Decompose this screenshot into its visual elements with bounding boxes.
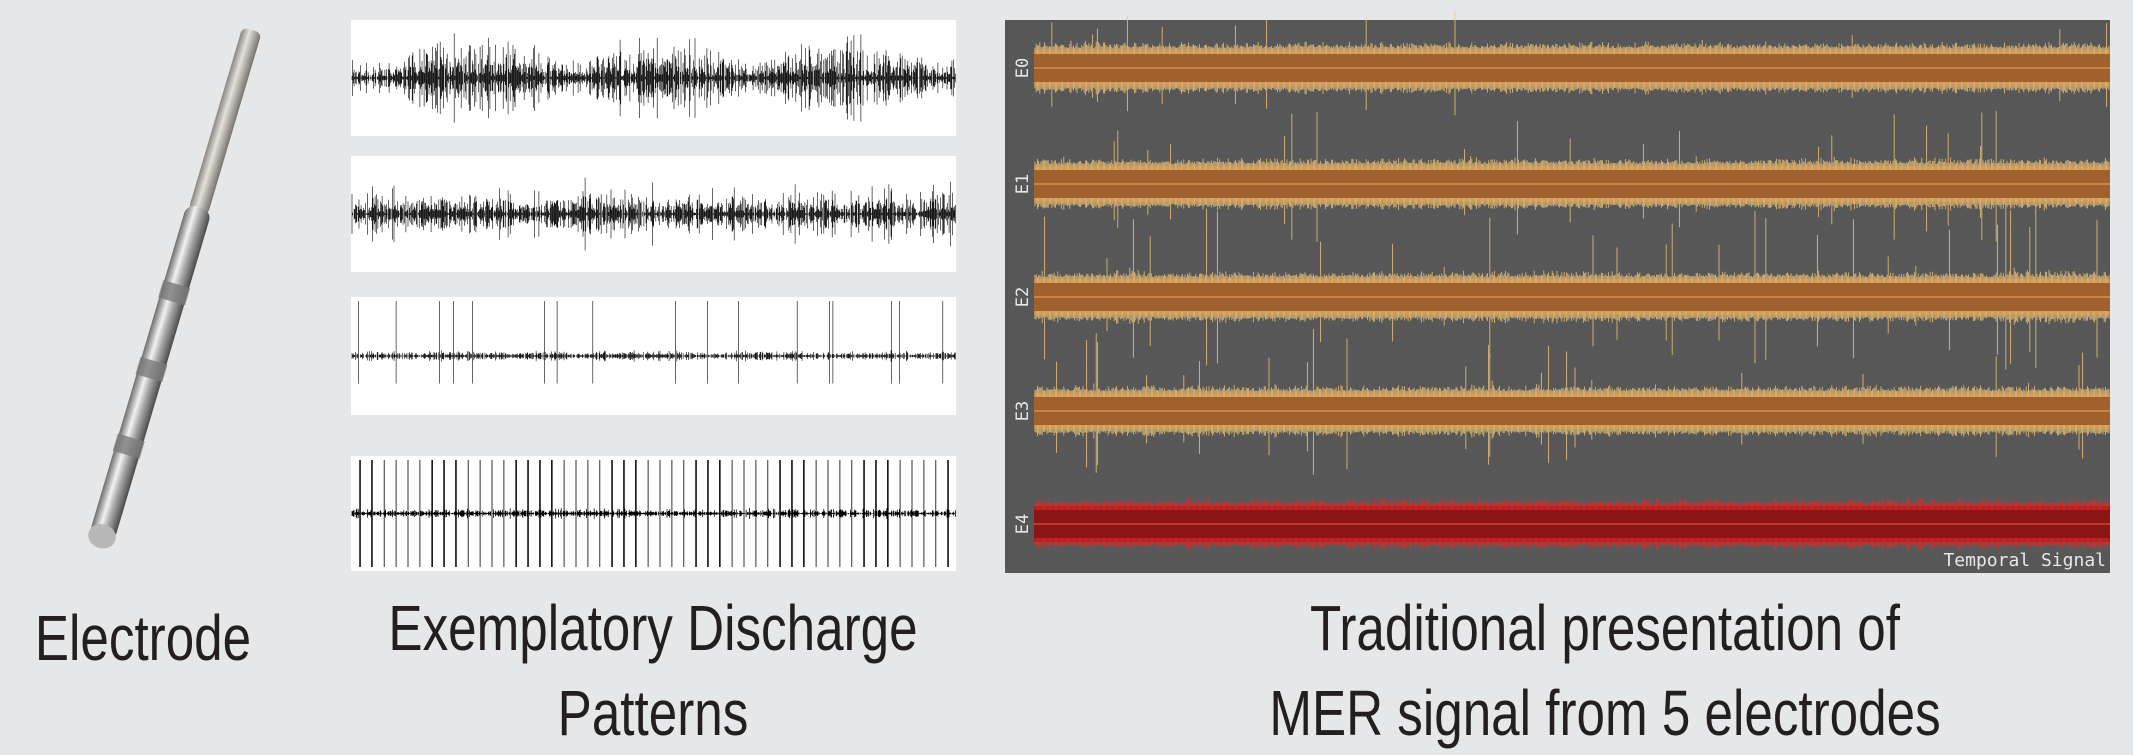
caption-line: MER signal from 5 electrodes [1269,679,1940,750]
channel-label: E4 [1013,514,1033,534]
channel-label: E3 [1013,401,1033,421]
channel-label: E0 [1013,58,1033,78]
axis-label: Temporal Signal [1943,550,2106,571]
caption-line: Exemplatory Discharge [388,594,917,665]
electrode-image [85,26,265,552]
caption-line: Patterns [558,679,749,750]
figure: Electrode Exemplatory Discharge Patterns… [0,0,2133,755]
discharge-patterns [351,20,956,571]
channel-label: E1 [1013,174,1033,194]
page: {"electrode": {"label": "Electrode"}, "d… [0,0,2133,755]
channel-label: E2 [1013,287,1033,307]
electrode-label: Electrode [35,604,251,675]
caption-line: Traditional presentation of [1310,594,1901,665]
